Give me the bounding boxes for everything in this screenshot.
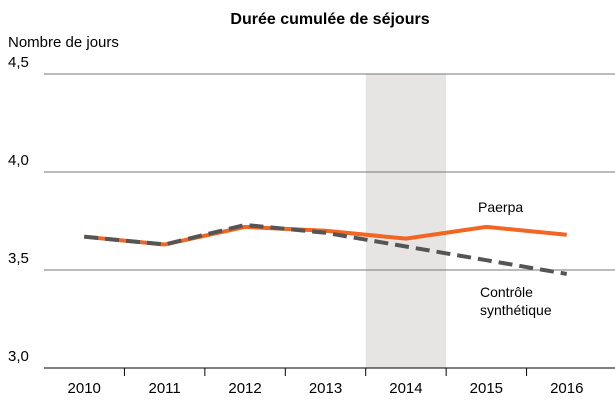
y-tick-label: 4,5 [8, 54, 29, 71]
series-label: Paerpa [478, 199, 524, 215]
x-tick-label: 2013 [309, 380, 342, 397]
x-tick-label: 2010 [68, 380, 101, 397]
x-tick-label: 2015 [470, 380, 503, 397]
y-tick-label: 4,0 [8, 152, 29, 169]
y-tick-label: 3,5 [8, 250, 29, 267]
series-label: Contrôle synthétique [480, 284, 552, 318]
shaded-band [365, 74, 447, 368]
x-tick-label: 2011 [149, 380, 181, 397]
y-axis-label: Nombre de jours [8, 34, 119, 51]
y-tick-label: 3,0 [8, 348, 29, 365]
x-tick-label: 2012 [228, 380, 261, 397]
chart-title: Durée cumulée de séjours [230, 11, 429, 28]
x-tick-label: 2016 [550, 380, 583, 397]
x-tick-label: 2014 [389, 380, 422, 397]
series-line [84, 222, 568, 276]
